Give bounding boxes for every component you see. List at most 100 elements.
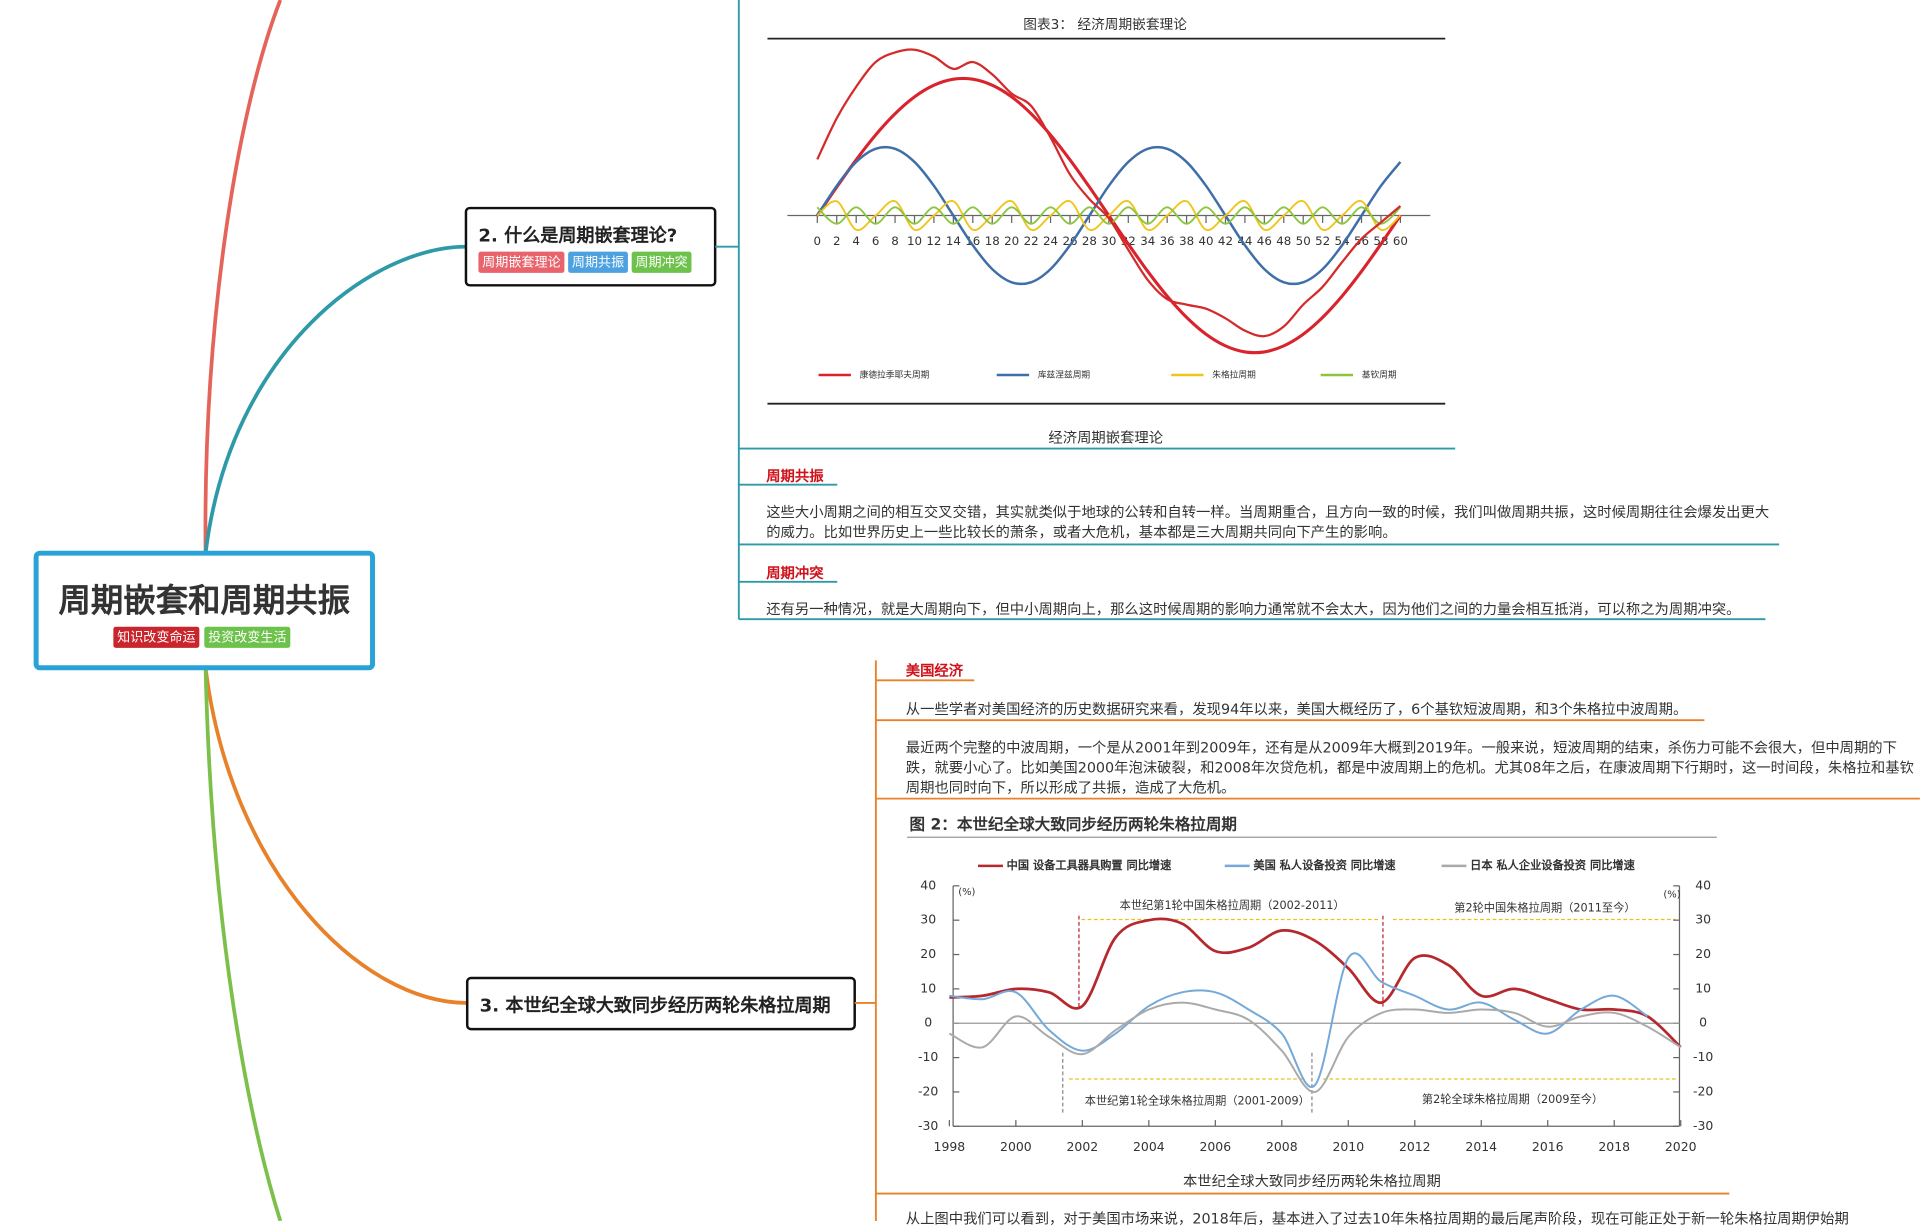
legend-label: 康德拉季耶夫周期 xyxy=(860,369,930,381)
x-tick-label: 2010 xyxy=(1332,1139,1364,1154)
x-tick-label: 1998 xyxy=(934,1139,966,1154)
x-tick-label: 2014 xyxy=(1465,1139,1497,1154)
x-tick-label: 2016 xyxy=(1532,1139,1564,1154)
tag: 周期共振 xyxy=(568,251,628,273)
x-tick-label: 2012 xyxy=(1399,1139,1431,1154)
y2-tick-label: 30 xyxy=(1695,912,1711,927)
legend-label: 朱格拉周期 xyxy=(1212,369,1256,381)
y2-tick-label: -30 xyxy=(1693,1118,1713,1133)
paragraph: 最近两个完整的中波周期，一个是从2001年到2009年，还有是从2009年大概到… xyxy=(905,738,1914,797)
tag: 周期嵌套理论 xyxy=(478,251,565,273)
figure-caption: 本世纪全球大致同步经历两轮朱格拉周期 xyxy=(1182,1172,1441,1190)
legend-label: 基钦周期 xyxy=(1362,369,1397,381)
paragraph: 从一些学者对美国经济的历史数据研究来看，发现94年以来，美国大概经历了，6个基钦… xyxy=(905,700,1688,718)
cycle-line xyxy=(816,145,1402,286)
legend-label: 美国 私人设备投资 同比增速 xyxy=(1253,858,1396,872)
sub-label: 周期冲突 xyxy=(766,564,824,582)
x-tick-label: 34 xyxy=(1140,234,1155,248)
branch xyxy=(203,0,283,554)
y-tick-label: 20 xyxy=(920,946,936,961)
y-tick-label: 0 xyxy=(924,1015,932,1030)
cycle-line xyxy=(816,200,1402,231)
x-tick-label: 36 xyxy=(1160,234,1175,248)
x-tick-label: 2018 xyxy=(1598,1139,1630,1154)
root-title: 周期嵌套和周期共振 xyxy=(58,583,351,621)
y-tick-label: -10 xyxy=(918,1049,938,1064)
x-tick-label: 28 xyxy=(1082,234,1097,248)
x-tick-label: 22 xyxy=(1024,234,1039,248)
annotation: 第2轮中国朱格拉周期（2011至今） xyxy=(1454,900,1635,914)
annotation: (%) xyxy=(1663,890,1680,901)
y-tick-label: -20 xyxy=(918,1083,938,1098)
branch xyxy=(203,244,466,554)
connectors xyxy=(715,0,1780,621)
paragraph: 还有另一种情况，就是大周期向下，但中小周期向上，那么这时候周期的影响力通常就不会… xyxy=(766,600,1741,618)
y-tick-label: -30 xyxy=(918,1118,938,1133)
x-tick-label: 60 xyxy=(1393,234,1408,248)
data-line xyxy=(949,952,1649,1089)
annotation: 本世纪第1轮全球朱格拉周期（2001-2009） xyxy=(1085,1093,1310,1107)
x-tick-label: 52 xyxy=(1315,234,1330,248)
connectors xyxy=(854,660,1920,1221)
root-tags: 知识改变命运 投资改变生活 xyxy=(36,626,372,648)
x-tick-label: 18 xyxy=(985,234,1000,248)
x-tick-label: 10 xyxy=(907,234,922,248)
topic-title: 3. 本世纪全球大致同步经历两轮朱格拉周期 xyxy=(479,996,831,1017)
x-tick-label: 38 xyxy=(1179,234,1194,248)
tag: 投资改变生活 xyxy=(204,626,291,648)
branch xyxy=(203,667,468,1005)
tag: 知识改变命运 xyxy=(113,626,200,648)
cycle-line xyxy=(816,206,1402,225)
x-tick-label: 14 xyxy=(946,234,961,248)
sub-label: 美国经济 xyxy=(905,661,964,680)
x-tick-label: 2000 xyxy=(1000,1139,1032,1154)
x-tick-label: 2008 xyxy=(1266,1139,1298,1154)
tag: 周期冲突 xyxy=(631,251,692,273)
paragraph: 这些大小周期之间的相互交叉交错，其实就类似于地球的公转和自转一样。当周期重合，且… xyxy=(766,503,1770,541)
y2-tick-label: 40 xyxy=(1695,877,1711,892)
cycle-line xyxy=(816,48,1402,338)
y2-tick-label: 10 xyxy=(1695,980,1711,995)
annotation: (%) xyxy=(958,887,975,898)
y2-tick-label: -20 xyxy=(1693,1083,1713,1098)
x-tick-label: 48 xyxy=(1276,234,1291,248)
sub-label: 周期共振 xyxy=(766,467,824,485)
x-tick-label: 8 xyxy=(891,234,899,248)
data-line xyxy=(948,1001,1682,1093)
x-tick-label: 20 xyxy=(1004,234,1019,248)
x-tick-label: 2004 xyxy=(1133,1139,1165,1154)
topic-tags: 周期嵌套理论 周期共振 周期冲突 xyxy=(478,251,696,273)
page: { "root": {"title": "周期嵌套和周期共振", "tags":… xyxy=(33,0,1920,1228)
y2-tick-label: 20 xyxy=(1695,946,1711,961)
branch xyxy=(203,667,283,1221)
legend-label: 日本 私人企业设备投资 同比增速 xyxy=(1470,858,1635,872)
figure-caption: 经济周期嵌套理论 xyxy=(1048,428,1164,447)
x-tick-label: 50 xyxy=(1296,234,1311,248)
annotation: 第2轮全球朱格拉周期（2009至今） xyxy=(1422,1092,1603,1106)
topic-title: 2. 什么是周期嵌套理论? xyxy=(478,226,678,247)
x-tick-label: 2006 xyxy=(1199,1139,1231,1154)
y-tick-label: 30 xyxy=(920,912,936,927)
x-tick-label: 30 xyxy=(1101,234,1116,248)
y-tick-label: 10 xyxy=(920,980,936,995)
y2-tick-label: -10 xyxy=(1693,1049,1713,1064)
x-tick-label: 12 xyxy=(926,234,941,248)
x-tick-label: 6 xyxy=(872,234,880,248)
x-tick-label: 40 xyxy=(1199,234,1214,248)
x-tick-label: 4 xyxy=(852,234,860,248)
x-tick-label: 46 xyxy=(1257,234,1272,248)
x-tick-label: 42 xyxy=(1218,234,1233,248)
figure-title: 图 2：本世纪全球大致同步经历两轮朱格拉周期 xyxy=(910,814,1238,833)
x-tick-label: 24 xyxy=(1043,234,1058,248)
figure-title: 图表3： 经济周期嵌套理论 xyxy=(1023,17,1187,33)
x-tick-label: 2002 xyxy=(1067,1139,1099,1154)
paragraph: 从上图中我们可以看到，对于美国市场来说，2018年后，基本进入了过去10年朱格拉… xyxy=(905,1209,1849,1228)
y-tick-label: 40 xyxy=(920,877,936,892)
x-tick-label: 0 xyxy=(814,234,822,248)
data-line xyxy=(949,917,1682,1049)
legend-label: 库兹涅兹周期 xyxy=(1038,369,1091,381)
x-tick-label: 56 xyxy=(1354,234,1369,248)
legend-label: 中国 设备工具器具购置 同比增速 xyxy=(1007,858,1172,872)
